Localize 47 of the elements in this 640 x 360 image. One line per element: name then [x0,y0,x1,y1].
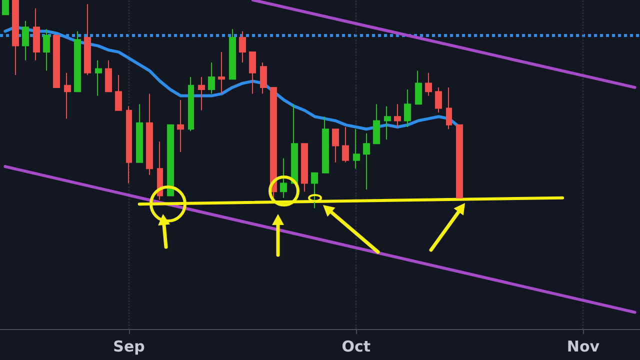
candlestick [95,60,102,96]
candlestick [301,143,308,192]
candlestick [126,106,132,184]
candlestick [425,72,432,96]
candlestick [322,116,329,174]
candlestick [146,93,153,176]
candlestick [249,52,256,94]
candlestick [177,99,184,153]
candlestick [218,52,225,94]
candlestick [74,30,81,92]
candlestick [208,62,215,94]
candlestick [22,20,29,61]
candlestick [363,132,370,190]
candlestick [33,8,40,61]
candlestick [115,74,122,111]
candlestick [404,89,411,128]
candlestick [260,62,267,94]
candlestick [332,128,339,163]
candlestick [311,172,318,209]
x-tick-label: Oct [342,338,371,356]
candlestick [64,72,71,120]
candlestick [446,86,452,130]
candlestick [188,76,194,132]
candlestick [239,30,246,63]
candlestick [229,28,236,80]
candlestick [456,124,463,198]
candlestick [353,128,360,170]
candlestick [435,86,442,113]
candlestick [198,76,205,111]
candlestick [12,0,19,76]
x-tick-label: Sep [113,338,146,356]
candlestick [43,28,50,72]
candlestick [105,60,112,92]
candlestick [342,126,349,163]
candlestick [280,158,287,198]
candlestick [84,4,91,76]
candlestick [167,124,174,196]
candlestick [270,86,277,198]
candlestick [373,104,380,144]
candlestick [384,106,391,140]
candlestick [136,104,143,163]
candlestick [291,104,298,184]
candlestick [53,34,60,88]
candlestick [415,70,422,105]
candlestick [394,104,401,128]
candlestick [2,0,9,16]
x-tick-label: Nov [566,338,600,356]
